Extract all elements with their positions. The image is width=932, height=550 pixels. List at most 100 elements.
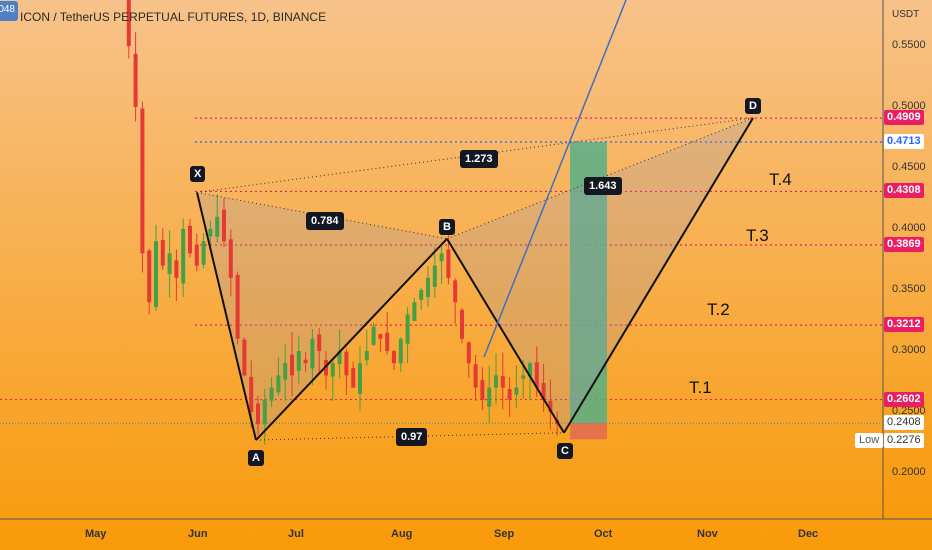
pattern-leg[interactable] xyxy=(196,192,257,441)
candle-body xyxy=(317,334,322,351)
candle-body xyxy=(269,387,274,401)
target-label: T.4 xyxy=(769,170,792,189)
candle-body xyxy=(494,375,498,388)
time-tick: Jun xyxy=(188,528,208,540)
candle-body xyxy=(147,250,152,303)
candle-body xyxy=(358,363,362,394)
candle-body xyxy=(344,351,349,376)
time-tick: Nov xyxy=(697,528,718,540)
pattern-point-c[interactable]: C xyxy=(557,443,573,459)
candle-body xyxy=(426,277,430,298)
candle-body xyxy=(160,240,165,266)
candle-body xyxy=(242,339,247,376)
candle-body xyxy=(541,383,546,400)
candle-body xyxy=(412,302,417,322)
price-tick: 0.2500 xyxy=(892,405,926,417)
candle-body xyxy=(126,0,131,46)
candle-body xyxy=(167,253,172,274)
time-tick: Dec xyxy=(798,528,819,540)
xab-triangle xyxy=(197,192,447,441)
level-price-tag[interactable]: 0.4909 xyxy=(884,110,924,126)
corner-badge-text: 048 xyxy=(0,4,15,15)
candle-body xyxy=(337,351,342,365)
candle-body xyxy=(419,290,424,300)
low-marker: Low xyxy=(855,433,884,448)
pattern-point-x[interactable]: X xyxy=(190,166,206,182)
candle-body xyxy=(392,351,396,364)
candle-body xyxy=(487,387,492,407)
low-price-tag: 0.2276 xyxy=(884,433,924,448)
pattern-leg[interactable] xyxy=(563,117,754,434)
price-tick: 0.2000 xyxy=(892,466,926,478)
time-tick: May xyxy=(85,528,107,540)
candle-body xyxy=(480,380,485,400)
bcd-triangle xyxy=(447,117,753,433)
candle-body xyxy=(351,368,356,388)
corner-badge[interactable]: 048 xyxy=(0,1,18,21)
candle-body xyxy=(290,354,294,376)
candle-body xyxy=(174,260,179,278)
time-tick: Aug xyxy=(391,528,413,540)
candle-body xyxy=(303,359,308,364)
candle-body xyxy=(310,338,315,369)
candle-body xyxy=(371,326,376,345)
candle-body xyxy=(194,244,199,266)
candle-body xyxy=(364,351,369,361)
candle-body xyxy=(378,334,383,339)
candle-body xyxy=(276,375,281,393)
pattern-point-d[interactable]: D xyxy=(745,98,761,114)
price-tick: 0.4000 xyxy=(892,222,926,234)
candle-body xyxy=(140,108,145,254)
candle-body xyxy=(405,314,410,344)
candle-body xyxy=(133,53,138,107)
candle-body xyxy=(215,216,220,237)
level-price-tag[interactable]: 0.4308 xyxy=(884,183,924,199)
candle-body xyxy=(460,309,464,339)
level-price-tag[interactable]: 0.3212 xyxy=(884,317,924,333)
candle-body xyxy=(201,241,206,265)
candle-body xyxy=(181,229,186,284)
candle-body xyxy=(548,400,553,412)
pattern-leg[interactable] xyxy=(446,238,565,434)
candle-body xyxy=(473,364,478,388)
candle-body xyxy=(528,363,532,377)
fib-ratio-label[interactable]: 1.643 xyxy=(584,177,622,195)
candle-body xyxy=(453,280,458,303)
price-tick: 0.5000 xyxy=(892,100,926,112)
level-price-tag[interactable]: 0.2408 xyxy=(884,415,924,431)
level-price-tag[interactable]: 0.4713 xyxy=(884,134,924,149)
price-tick: 0.4500 xyxy=(892,161,926,173)
fib-ratio-label[interactable]: 1.273 xyxy=(460,150,498,168)
candle-body xyxy=(432,265,437,287)
fib-ratio-label[interactable]: 0.97 xyxy=(396,428,428,446)
candle-body xyxy=(235,275,240,339)
pattern-leg[interactable] xyxy=(255,238,448,441)
candle-body xyxy=(507,389,512,400)
ratio-line xyxy=(255,432,565,441)
target-label: T.1 xyxy=(689,378,712,397)
candle-body xyxy=(262,399,267,425)
price-tick: 0.3000 xyxy=(892,344,926,356)
candle-body xyxy=(330,363,335,377)
candle-body xyxy=(446,249,451,278)
stop-zone[interactable] xyxy=(570,423,607,440)
candle-body xyxy=(283,363,288,380)
level-price-tag[interactable]: 0.2602 xyxy=(884,391,924,407)
level-price-tag[interactable]: 0.3869 xyxy=(884,236,924,252)
target-label: T.2 xyxy=(707,300,730,319)
candle-body xyxy=(256,403,260,425)
fib-ratio-label[interactable]: 0.784 xyxy=(306,212,344,230)
symbol-title[interactable]: ICON / TetherUS PERPETUAL FUTURES, 1D, B… xyxy=(20,10,327,24)
candle-body xyxy=(514,387,519,395)
candle-body xyxy=(500,376,505,388)
candle-body xyxy=(154,241,158,308)
pattern-point-a[interactable]: A xyxy=(248,450,264,466)
candle-body xyxy=(208,229,213,237)
pattern-point-b[interactable]: B xyxy=(439,219,455,235)
low-marker-label: Low xyxy=(859,434,880,446)
target-label: T.3 xyxy=(746,226,769,245)
projection-line[interactable] xyxy=(483,0,628,358)
candle-body xyxy=(534,362,539,388)
